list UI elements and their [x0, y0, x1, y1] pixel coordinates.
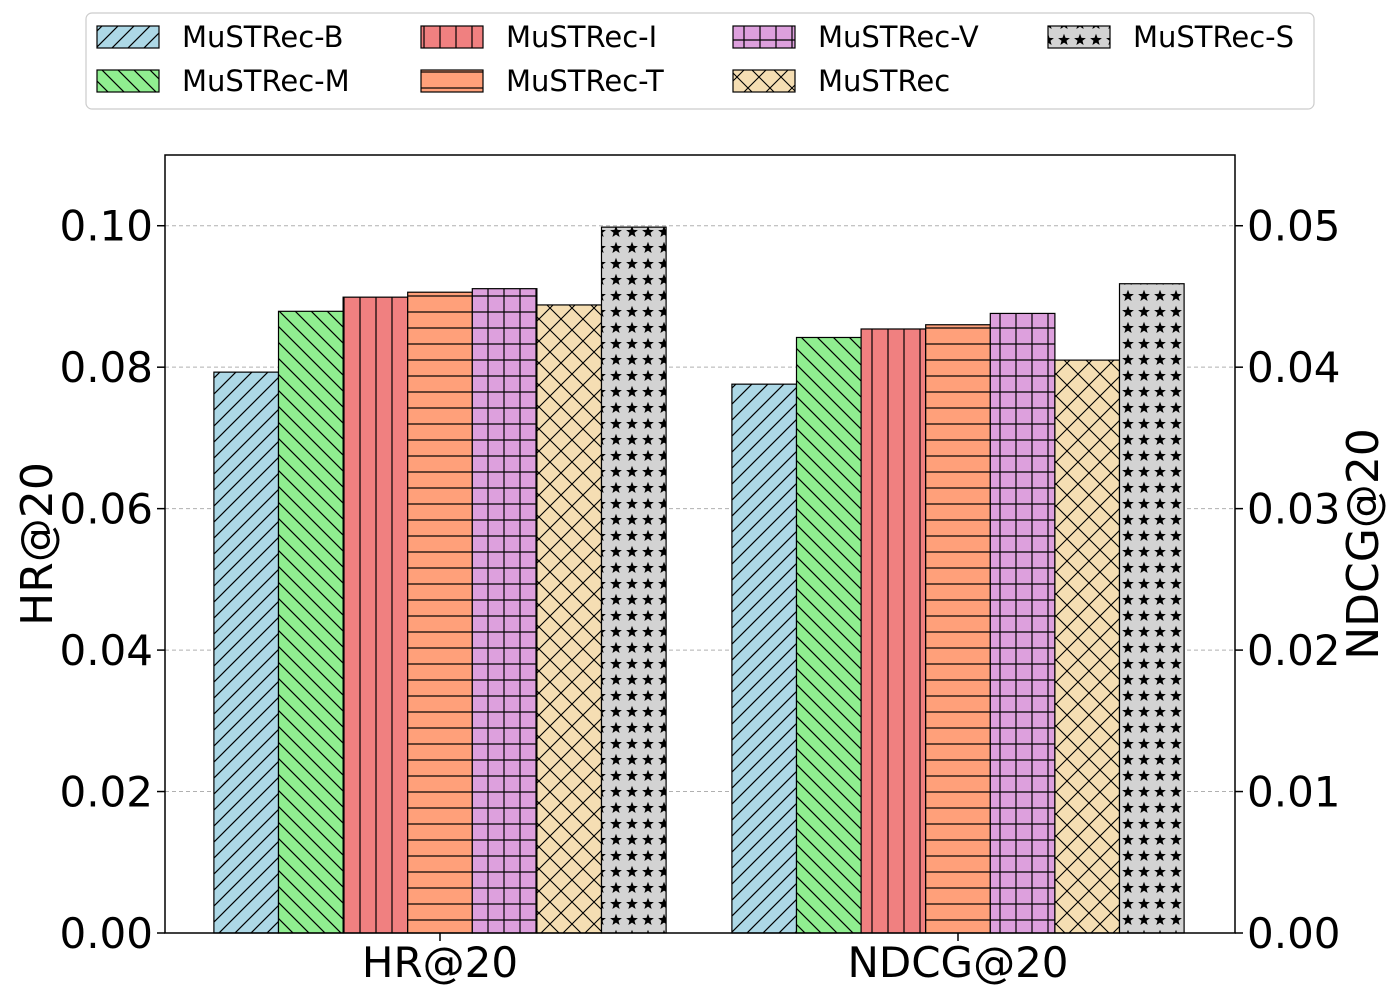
legend-label: MuSTRec-T — [506, 64, 664, 98]
left-tick-label: 0.04 — [59, 626, 153, 675]
x-tick-label: NDCG@20 — [847, 938, 1068, 987]
bar-mustrec-hrat20 — [536, 304, 603, 934]
right-y-axis: 0.00 0.01 0.02 0.03 0.04 0.05 — [1235, 202, 1341, 958]
legend-label: MuSTRec-M — [182, 64, 350, 98]
bar-mustrec-i-ndcgat20 — [860, 328, 927, 934]
x-axis: HR@20 NDCG@20 — [362, 933, 1069, 987]
bar-mustrec-b-hrat20 — [213, 371, 280, 934]
legend-box — [85, 12, 1315, 110]
bar-mustrec-m-hrat20 — [277, 310, 344, 934]
legend-label: MuSTRec-I — [506, 20, 657, 54]
legend-swatch — [96, 25, 160, 49]
bar-mustrec-m-ndcgat20 — [795, 336, 862, 934]
left-tick-label: 0.10 — [59, 202, 153, 251]
legend-label: MuSTRec-B — [182, 20, 343, 54]
bar-mustrec-v-ndcgat20 — [989, 312, 1056, 934]
legend-swatch — [732, 69, 796, 93]
right-axis-label: NDCG@20 — [1338, 428, 1389, 660]
bars — [213, 226, 1185, 934]
left-tick-label: 0.00 — [59, 909, 153, 958]
bar-mustrec-s-hrat20 — [600, 226, 667, 934]
legend-swatch — [420, 69, 484, 93]
right-tick-label: 0.04 — [1247, 343, 1341, 392]
right-tick-label: 0.02 — [1247, 626, 1341, 675]
bar-mustrec-i-hrat20 — [342, 296, 409, 934]
bar-mustrec-b-ndcgat20 — [731, 383, 798, 934]
legend-label: MuSTRec-V — [818, 20, 979, 54]
left-tick-label: 0.06 — [59, 485, 153, 534]
bar-mustrec-ndcgat20 — [1054, 359, 1121, 934]
legend-swatch — [96, 69, 160, 93]
left-axis-label: HR@20 — [12, 462, 63, 626]
bar-mustrec-t-hrat20 — [407, 291, 473, 934]
legend: MuSTRec-B MuSTRec-M MuSTRec-I MuSTRec-T MuST… — [85, 12, 1315, 110]
bar-mustrec-s-ndcgat20 — [1118, 283, 1185, 934]
left-tick-label: 0.08 — [59, 343, 153, 392]
legend-label: MuSTRec-S — [1133, 20, 1294, 54]
plot-frame — [164, 154, 1236, 934]
legend-swatch — [1047, 25, 1111, 49]
legend-swatch — [732, 25, 796, 49]
right-tick-label: 0.01 — [1247, 768, 1341, 817]
left-y-axis: 0.00 0.02 0.04 0.06 0.08 0.10 — [59, 202, 165, 958]
legend-label: MuSTRec — [818, 64, 950, 98]
left-tick-label: 0.02 — [59, 768, 153, 817]
x-tick-label: HR@20 — [362, 938, 518, 987]
legend-swatch — [420, 25, 484, 49]
right-tick-label: 0.03 — [1247, 485, 1341, 534]
right-tick-label: 0.00 — [1247, 909, 1341, 958]
bar-mustrec-v-hrat20 — [471, 288, 538, 934]
right-tick-label: 0.05 — [1247, 202, 1341, 251]
bar-mustrec-t-ndcgat20 — [925, 324, 991, 934]
